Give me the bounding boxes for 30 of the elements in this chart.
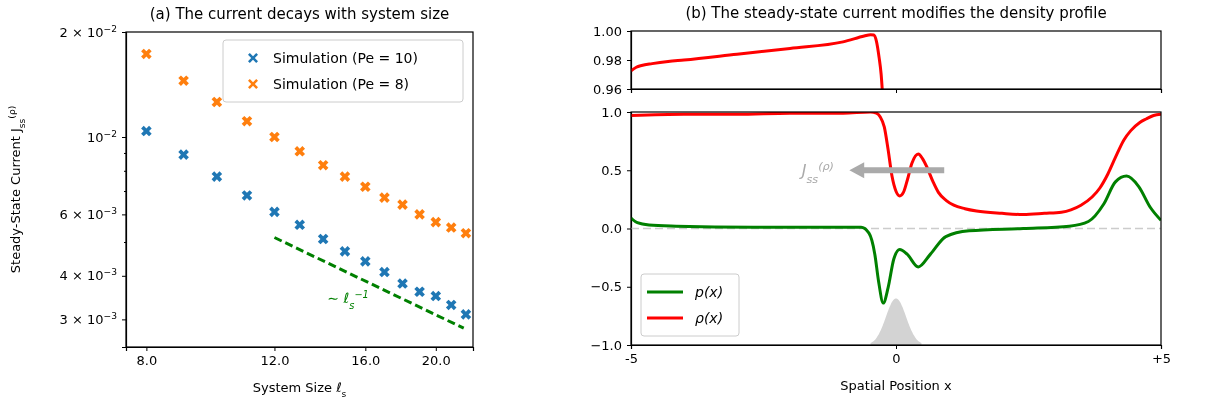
y-tick-label: 6 × 10$^{−3}$ xyxy=(59,206,118,223)
legend-label: Simulation (Pe = 10) xyxy=(273,50,418,66)
y-tick-label: 10$^{−2}$ xyxy=(87,128,117,145)
chart-title: (a) The current decays with system size xyxy=(149,5,450,23)
x-tick-label: -5 xyxy=(625,351,638,367)
y-tick-label: 0.98 xyxy=(593,52,622,68)
y-tick-label: 2 × 10$^{−2}$ xyxy=(59,23,117,40)
x-tick-label: 20.0 xyxy=(421,353,451,369)
legend-label: p(x) xyxy=(694,284,724,300)
y-tick-label: −1.0 xyxy=(590,337,622,353)
x-axis-title: System Size ℓ$_{s}$ xyxy=(252,380,347,399)
legend-label: ρ(x) xyxy=(695,310,724,326)
y-tick-label: 1.0 xyxy=(601,104,622,120)
legend-label: Simulation (Pe = 8) xyxy=(273,76,410,92)
y-tick-label: 3 × 10$^{−3}$ xyxy=(59,311,118,328)
y-tick-label: 4 × 10$^{−3}$ xyxy=(59,267,118,284)
y-tick-label: −0.5 xyxy=(590,279,622,295)
x-axis-title: Spatial Position x xyxy=(840,378,952,393)
y-tick-label: 0.96 xyxy=(593,81,622,97)
y-tick-label: 0.0 xyxy=(601,221,622,237)
line-series xyxy=(631,33,884,89)
x-tick-label: 16.0 xyxy=(351,353,381,369)
chart-title: (b) The steady-state current modifies the density profile xyxy=(685,4,1107,22)
y-tick-label: 1.00 xyxy=(593,23,622,39)
x-tick-label: 12.0 xyxy=(260,353,290,369)
y-tick-label: 0.5 xyxy=(601,162,622,178)
line-series xyxy=(631,112,1161,217)
x-tick-label: 8.0 xyxy=(136,353,158,369)
x-tick-label: +5 xyxy=(1151,351,1172,367)
x-tick-label: 0 xyxy=(892,351,901,367)
